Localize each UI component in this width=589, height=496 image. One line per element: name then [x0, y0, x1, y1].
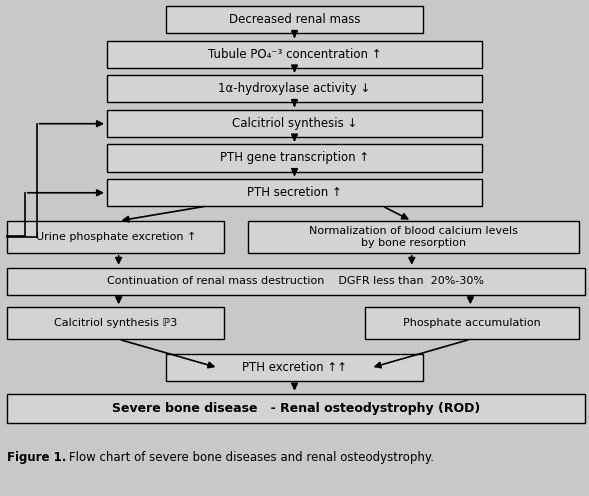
FancyBboxPatch shape [7, 221, 224, 253]
Text: PTH gene transcription ↑: PTH gene transcription ↑ [220, 151, 369, 165]
FancyBboxPatch shape [7, 307, 224, 339]
FancyBboxPatch shape [107, 144, 482, 172]
FancyBboxPatch shape [107, 75, 482, 103]
Text: PTH excretion ↑↑: PTH excretion ↑↑ [242, 361, 347, 374]
FancyBboxPatch shape [166, 354, 423, 381]
Text: Continuation of renal mass destruction    DGFR less than  20%-30%: Continuation of renal mass destruction D… [107, 276, 485, 286]
FancyBboxPatch shape [365, 307, 579, 339]
Text: Normalization of blood calcium levels
by bone resorption: Normalization of blood calcium levels by… [309, 226, 518, 248]
Text: Urine phosphate excretion ↑: Urine phosphate excretion ↑ [35, 232, 196, 242]
Text: Decreased renal mass: Decreased renal mass [229, 13, 360, 26]
Text: Figure 1.: Figure 1. [7, 451, 67, 464]
FancyBboxPatch shape [107, 41, 482, 68]
FancyBboxPatch shape [107, 179, 482, 206]
Text: Calcitriol synthesis ↓: Calcitriol synthesis ↓ [232, 117, 357, 130]
Text: PTH secretion ↑: PTH secretion ↑ [247, 186, 342, 199]
FancyBboxPatch shape [247, 221, 579, 253]
Text: Phosphate accumulation: Phosphate accumulation [403, 318, 541, 328]
Text: Tubule PO₄⁻³ concentration ↑: Tubule PO₄⁻³ concentration ↑ [208, 48, 381, 61]
FancyBboxPatch shape [166, 6, 423, 33]
Text: Calcitriol synthesis ℙ3: Calcitriol synthesis ℙ3 [54, 318, 177, 328]
FancyBboxPatch shape [107, 110, 482, 137]
FancyBboxPatch shape [7, 268, 585, 295]
Text: Flow chart of severe bone diseases and renal osteodystrophy.: Flow chart of severe bone diseases and r… [69, 451, 434, 464]
Text: 1α-hydroxylase activity ↓: 1α-hydroxylase activity ↓ [219, 82, 370, 95]
Text: Severe bone disease   - Renal osteodystrophy (ROD): Severe bone disease - Renal osteodystrop… [112, 402, 480, 415]
FancyBboxPatch shape [7, 393, 585, 423]
